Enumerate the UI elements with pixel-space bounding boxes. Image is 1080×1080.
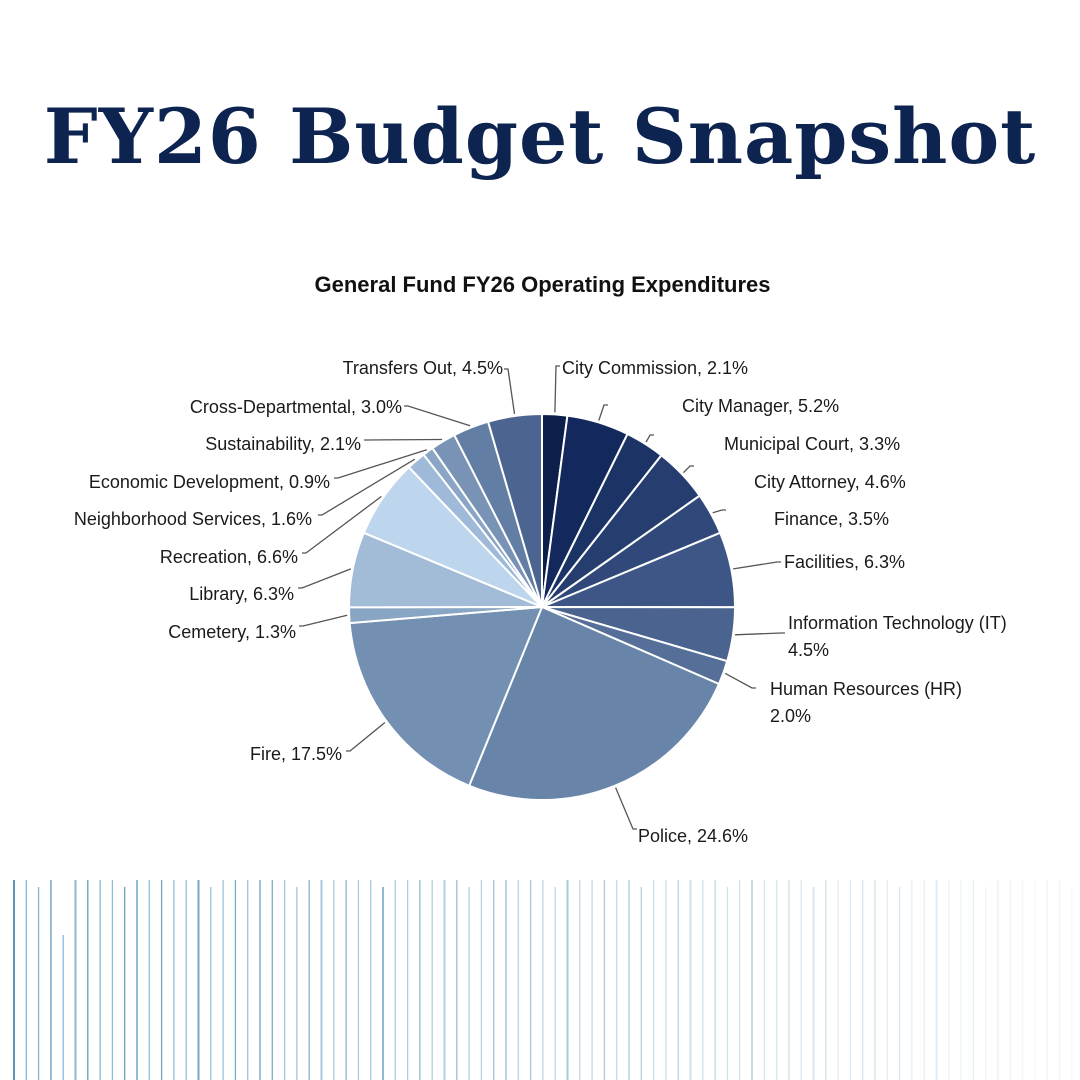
- slice-label: Library, 6.3%: [189, 584, 294, 604]
- slice-label: Fire, 17.5%: [250, 744, 342, 764]
- slice-label: Facilities, 6.3%: [784, 552, 905, 572]
- leader-line: [554, 365, 560, 413]
- leader-line: [346, 721, 386, 752]
- leader-line: [298, 568, 352, 589]
- pie-slice-fire: [348, 605, 544, 788]
- slice-label: Recreation, 6.6%: [160, 547, 298, 567]
- leader-line: [364, 438, 443, 441]
- slice-label: Sustainability, 2.1%: [205, 434, 361, 454]
- chart-title: General Fund FY26 Operating Expenditures: [314, 272, 771, 297]
- pie-chart: City Commission, 2.1% City Manager, 5.2% M…: [74, 358, 1007, 846]
- leader-line: [712, 509, 726, 514]
- slice-label: Transfers Out, 4.5%: [343, 358, 503, 378]
- slice-label: City Attorney, 4.6%: [754, 472, 906, 492]
- leader-line: [615, 787, 637, 830]
- slice-label: Finance, 3.5%: [774, 509, 889, 529]
- leader-line: [504, 368, 516, 414]
- slice-label: City Manager, 5.2%: [682, 396, 839, 416]
- leader-line: [645, 434, 654, 443]
- slice-label: Cross-Departmental, 3.0%: [190, 397, 402, 417]
- slice-label: Municipal Court, 3.3%: [724, 434, 900, 454]
- pie-slice-police: [467, 605, 721, 801]
- leader-line: [598, 404, 608, 421]
- slice-label: Cemetery, 1.3%: [168, 622, 296, 642]
- leader-line: [299, 614, 348, 627]
- slice-label: Human Resources (HR) 2.0%: [770, 679, 962, 726]
- leader-line: [318, 458, 416, 516]
- slice-label: City Commission, 2.1%: [562, 358, 748, 378]
- slice-label: Economic Development, 0.9%: [89, 472, 330, 492]
- leader-line: [682, 465, 694, 474]
- leader-line: [334, 449, 427, 479]
- leader-lines: [298, 365, 785, 830]
- slice-label: Police, 24.6%: [638, 826, 748, 846]
- slice-labels: City Commission, 2.1% City Manager, 5.2% M…: [74, 358, 1007, 846]
- decorative-stripes: [13, 880, 1073, 1080]
- pie-slices: [347, 412, 737, 801]
- leader-line: [724, 672, 756, 689]
- slice-label: Neighborhood Services, 1.6%: [74, 509, 312, 529]
- leader-line: [733, 561, 781, 570]
- slice-label: Information Technology (IT) 4.5%: [788, 613, 1007, 660]
- leader-line: [734, 632, 785, 636]
- pie-slice-transfers-out: [486, 412, 543, 608]
- leader-line: [302, 495, 382, 554]
- page-title: FY26 Budget Snapshot: [43, 92, 1037, 181]
- leader-line: [404, 405, 471, 427]
